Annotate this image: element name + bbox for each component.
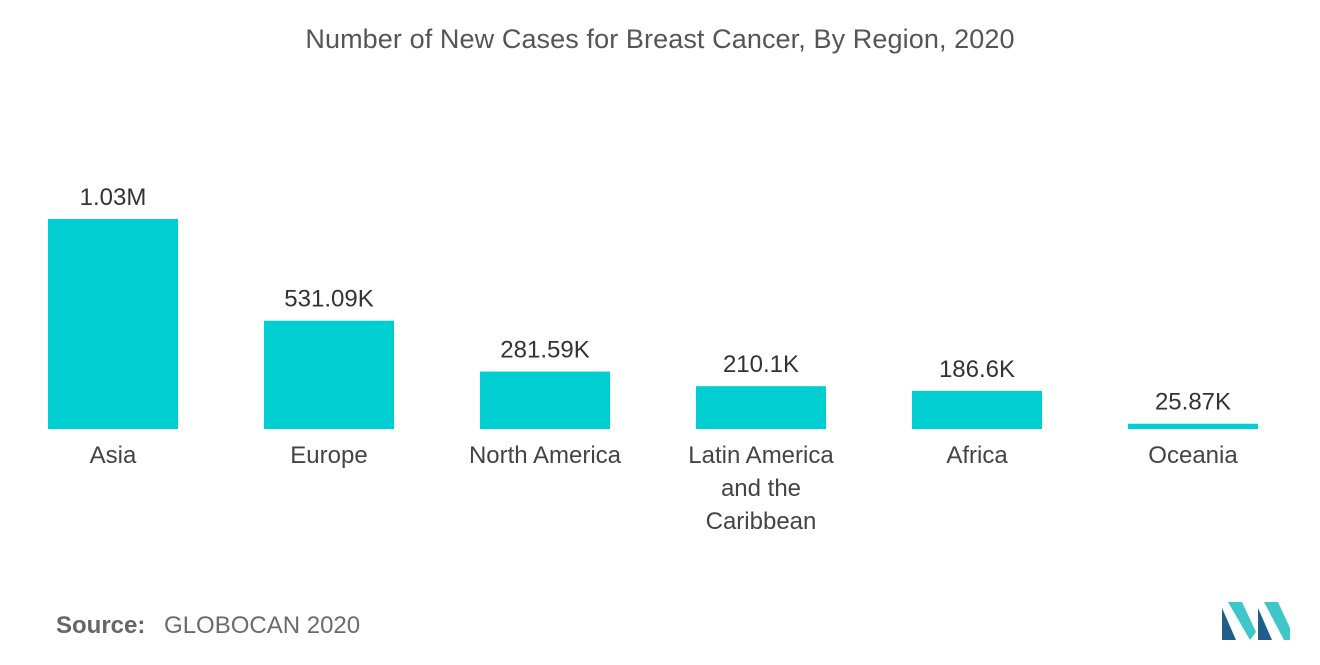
source-label: Source: (56, 612, 146, 639)
data-label: 25.87K (1155, 389, 1231, 416)
category-label: Latin America and the Caribbean (688, 442, 834, 535)
bar-asia (48, 219, 178, 429)
category-label: Oceania (1148, 442, 1238, 469)
data-label: 281.59K (500, 337, 589, 364)
source-text: GLOBOCAN 2020 (164, 612, 361, 639)
category-label: North America (469, 442, 622, 469)
data-label: 1.03M (80, 184, 147, 211)
category-label: Asia (90, 442, 137, 469)
mordor-intelligence-logo-icon (1222, 602, 1290, 640)
bar-oceania (1128, 423, 1258, 429)
category-label: Europe (290, 442, 367, 469)
category-label: Africa (946, 442, 1008, 469)
bar-europe (264, 320, 394, 429)
chart-title: Number of New Cases for Breast Cancer, B… (305, 24, 1015, 54)
data-label: 210.1K (723, 351, 799, 378)
source-note: Source: GLOBOCAN 2020 (56, 612, 360, 640)
data-label: 531.09K (284, 286, 373, 313)
bar-africa (912, 390, 1042, 429)
bar-latin-america-and-the-caribbean (696, 386, 826, 429)
data-label: 186.6K (939, 356, 1015, 383)
bar-chart: 1.03M Asia 531.09K Europe 281.59K North Ameri… (48, 184, 1258, 535)
bar-north-america (480, 371, 610, 429)
